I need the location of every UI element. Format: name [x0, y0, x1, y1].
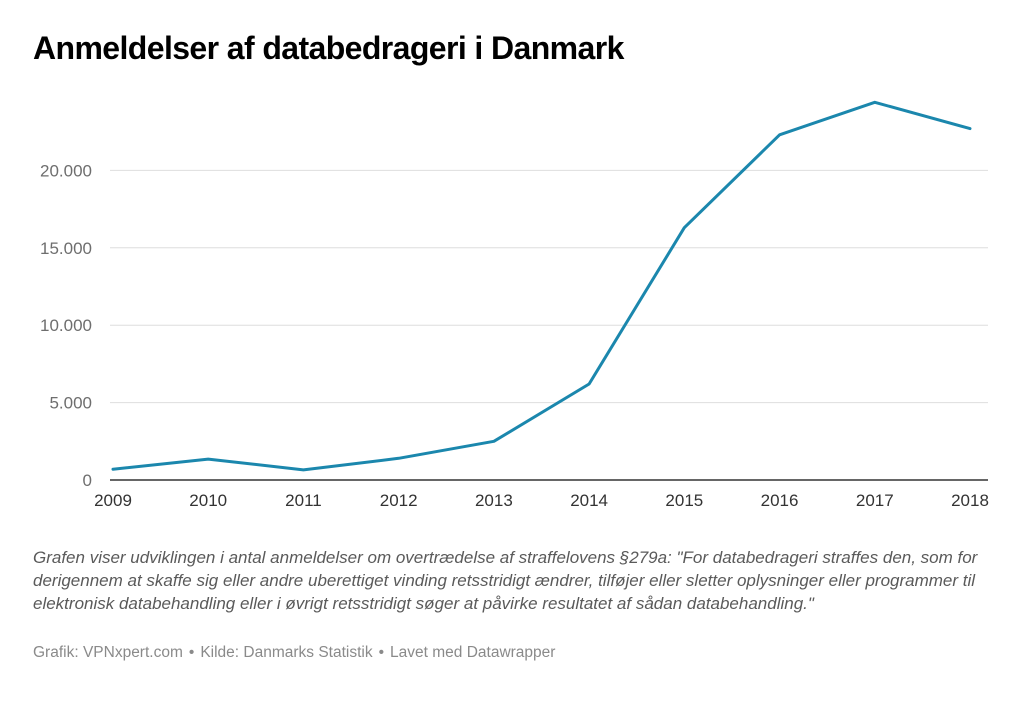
series — [111, 100, 972, 472]
y-axis-ticks: 0 5.000 10.000 15.000 20.000 — [40, 161, 92, 490]
x-tick-label: 2013 — [475, 491, 513, 510]
series-line — [111, 100, 972, 472]
x-tick-label: 2010 — [189, 491, 227, 510]
made-with-credit: Lavet med Datawrapper — [390, 644, 556, 661]
x-axis-ticks: 2009 2010 2011 2012 2013 2014 2015 2016 2017 2018 — [94, 491, 989, 510]
chart-footer: Grafik: VPNxpert.com • Kilde: Danmarks Sta… — [33, 644, 555, 662]
x-tick-label: 2017 — [856, 491, 894, 510]
x-tick-label: 2016 — [761, 491, 799, 510]
graphic-credit: Grafik: VPNxpert.com — [33, 644, 183, 661]
x-tick-label: 2012 — [380, 491, 418, 510]
y-tick-label: 15.000 — [40, 239, 92, 258]
line-chart: 0 5.000 10.000 15.000 20.000 2009 2010 2011 201… — [40, 100, 989, 510]
y-tick-label: 0 — [83, 471, 92, 490]
footer-separator: • — [188, 644, 195, 661]
chart-title: Anmeldelser af databedrageri i Danmark — [33, 30, 624, 66]
y-tick-label: 20.000 — [40, 161, 92, 180]
x-tick-label: 2011 — [285, 491, 322, 510]
source-credit: Kilde: Danmarks Statistik — [200, 644, 373, 661]
y-tick-label: 10.000 — [40, 316, 92, 335]
x-tick-label: 2018 — [951, 491, 989, 510]
x-tick-label: 2009 — [94, 491, 132, 510]
x-tick-label: 2014 — [570, 491, 608, 510]
gridlines — [110, 169, 988, 404]
y-tick-label: 5.000 — [49, 394, 92, 413]
x-tick-label: 2015 — [665, 491, 703, 510]
chart-description: Grafen viser udviklingen i antal anmelde… — [33, 548, 978, 613]
footer-separator: • — [378, 644, 385, 661]
